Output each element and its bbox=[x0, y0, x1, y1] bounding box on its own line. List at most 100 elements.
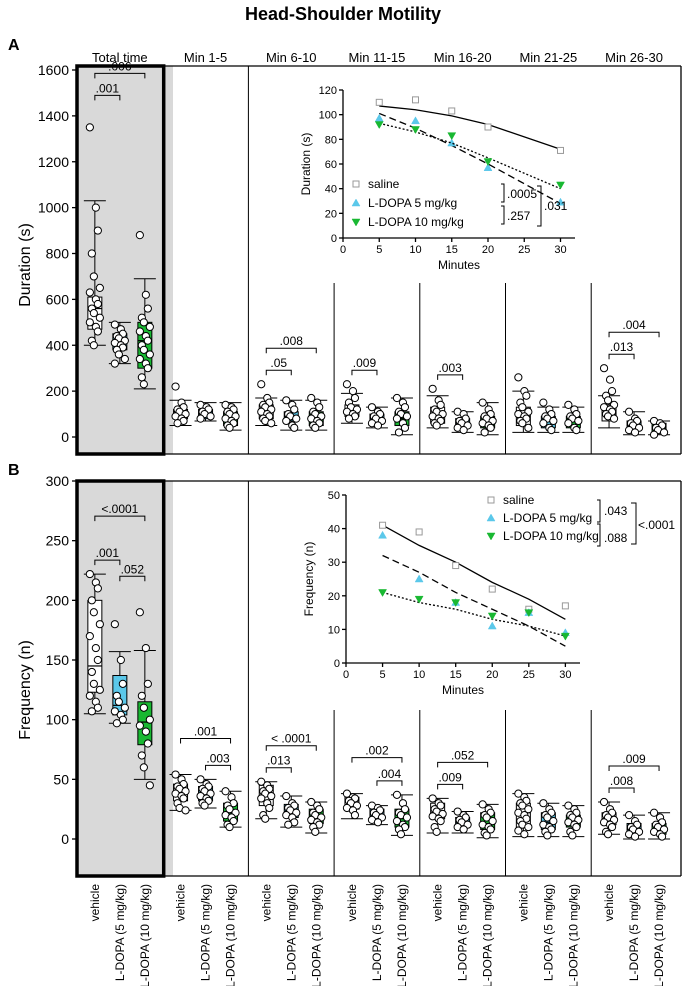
data-point bbox=[196, 414, 205, 423]
y-tick-label: 200 bbox=[46, 592, 70, 608]
x-group-label: L-DOPA (5 mg/kg) bbox=[370, 884, 384, 981]
data-point bbox=[173, 419, 182, 428]
data-point bbox=[350, 393, 360, 403]
significance-bracket bbox=[265, 347, 317, 354]
significance-bracket bbox=[119, 575, 146, 582]
data-point bbox=[282, 416, 291, 426]
significance-p-value: .009 bbox=[438, 770, 462, 784]
data-point bbox=[396, 830, 406, 839]
significance-bracket bbox=[94, 72, 146, 79]
significance-bracket bbox=[608, 765, 660, 772]
significance-p-value: < .0001 bbox=[271, 732, 312, 746]
data-point bbox=[91, 643, 100, 653]
data-point bbox=[605, 375, 615, 384]
inset-marker-triangle-down bbox=[487, 612, 497, 621]
y-tick-label: 0 bbox=[61, 429, 69, 445]
data-point bbox=[282, 396, 291, 405]
significance-p-value: .008 bbox=[610, 774, 634, 788]
data-point bbox=[657, 832, 667, 841]
data-point bbox=[95, 685, 104, 694]
inset-x-tick-label: 5 bbox=[380, 669, 386, 681]
data-point bbox=[114, 350, 123, 359]
column-title: Min 11-15 bbox=[349, 50, 406, 65]
inset-marker-square bbox=[415, 528, 423, 536]
significance-bracket bbox=[94, 515, 146, 522]
significance-bracket bbox=[180, 738, 232, 744]
inset-y-tick-label: 100 bbox=[319, 110, 337, 122]
inset-x-tick-label: 25 bbox=[523, 669, 535, 681]
data-point bbox=[348, 387, 358, 396]
data-point bbox=[342, 380, 352, 389]
significance-p-value: .003 bbox=[438, 361, 462, 375]
data-point bbox=[290, 423, 299, 432]
data-point bbox=[630, 832, 640, 841]
data-point bbox=[135, 608, 144, 617]
inset-stat-bracket bbox=[597, 499, 601, 523]
data-point bbox=[549, 817, 558, 826]
data-point bbox=[257, 777, 266, 786]
data-point bbox=[624, 407, 634, 416]
data-point bbox=[599, 364, 609, 373]
data-point bbox=[143, 336, 152, 345]
data-point bbox=[547, 426, 556, 435]
inset-marker-triangle-down bbox=[414, 595, 424, 604]
significance-bracket bbox=[94, 559, 121, 566]
data-point bbox=[225, 805, 234, 814]
data-point bbox=[110, 320, 119, 329]
data-point bbox=[539, 398, 548, 407]
significance-bracket bbox=[437, 783, 464, 790]
data-point bbox=[139, 703, 148, 712]
significance-p-value: .006 bbox=[108, 59, 132, 73]
data-point bbox=[518, 801, 527, 810]
y-tick-label: 200 bbox=[46, 383, 70, 399]
inset-marker-triangle-up bbox=[378, 530, 387, 539]
total-time-frame bbox=[75, 479, 166, 878]
inset-y-tick-label: 30 bbox=[328, 557, 340, 569]
data-point bbox=[649, 808, 659, 817]
data-point bbox=[514, 826, 523, 835]
inset-fit-line bbox=[379, 122, 561, 190]
data-point bbox=[307, 393, 316, 403]
data-point bbox=[145, 781, 154, 790]
data-point bbox=[95, 313, 104, 322]
inset-legend-label: L-DOPA 5 mg/kg bbox=[368, 196, 457, 210]
y-tick-label: 1600 bbox=[38, 62, 69, 78]
data-point bbox=[350, 811, 360, 820]
data-point bbox=[574, 416, 583, 426]
data-point bbox=[543, 813, 552, 822]
data-point bbox=[225, 423, 234, 432]
data-point bbox=[179, 794, 188, 803]
data-point bbox=[282, 791, 291, 801]
inset-marker-triangle-up bbox=[374, 113, 384, 122]
data-point bbox=[261, 814, 270, 823]
x-group-label: vehicle bbox=[431, 884, 445, 922]
data-point bbox=[432, 421, 441, 430]
data-point bbox=[453, 807, 462, 816]
y-tick-label: 150 bbox=[46, 652, 70, 668]
column-title: Min 6-10 bbox=[266, 50, 317, 65]
data-point bbox=[572, 426, 581, 435]
inset-x-tick-label: 30 bbox=[559, 669, 571, 681]
data-point bbox=[200, 801, 209, 810]
inset-marker-triangle-down bbox=[556, 181, 565, 190]
data-point bbox=[520, 830, 529, 839]
y-tick-label: 600 bbox=[46, 291, 70, 307]
inset-marker-triangle-up bbox=[414, 574, 424, 583]
inset-x-tick-label: 30 bbox=[554, 244, 566, 256]
data-point bbox=[120, 703, 129, 712]
data-point bbox=[95, 283, 104, 293]
significance-p-value: .001 bbox=[194, 725, 218, 739]
data-point bbox=[630, 428, 640, 437]
data-point bbox=[225, 822, 234, 832]
inset-fit-line bbox=[382, 524, 566, 620]
data-point bbox=[196, 775, 205, 784]
inset-marker-square bbox=[375, 98, 383, 106]
y-tick-label: 300 bbox=[46, 473, 70, 489]
y-tick-label: 1200 bbox=[38, 154, 69, 170]
data-point bbox=[85, 569, 94, 579]
data-point bbox=[603, 396, 613, 405]
significance-p-value: .013 bbox=[267, 754, 291, 768]
inset-x-label: Minutes bbox=[442, 683, 484, 697]
column-title: Min 16-20 bbox=[434, 50, 492, 65]
